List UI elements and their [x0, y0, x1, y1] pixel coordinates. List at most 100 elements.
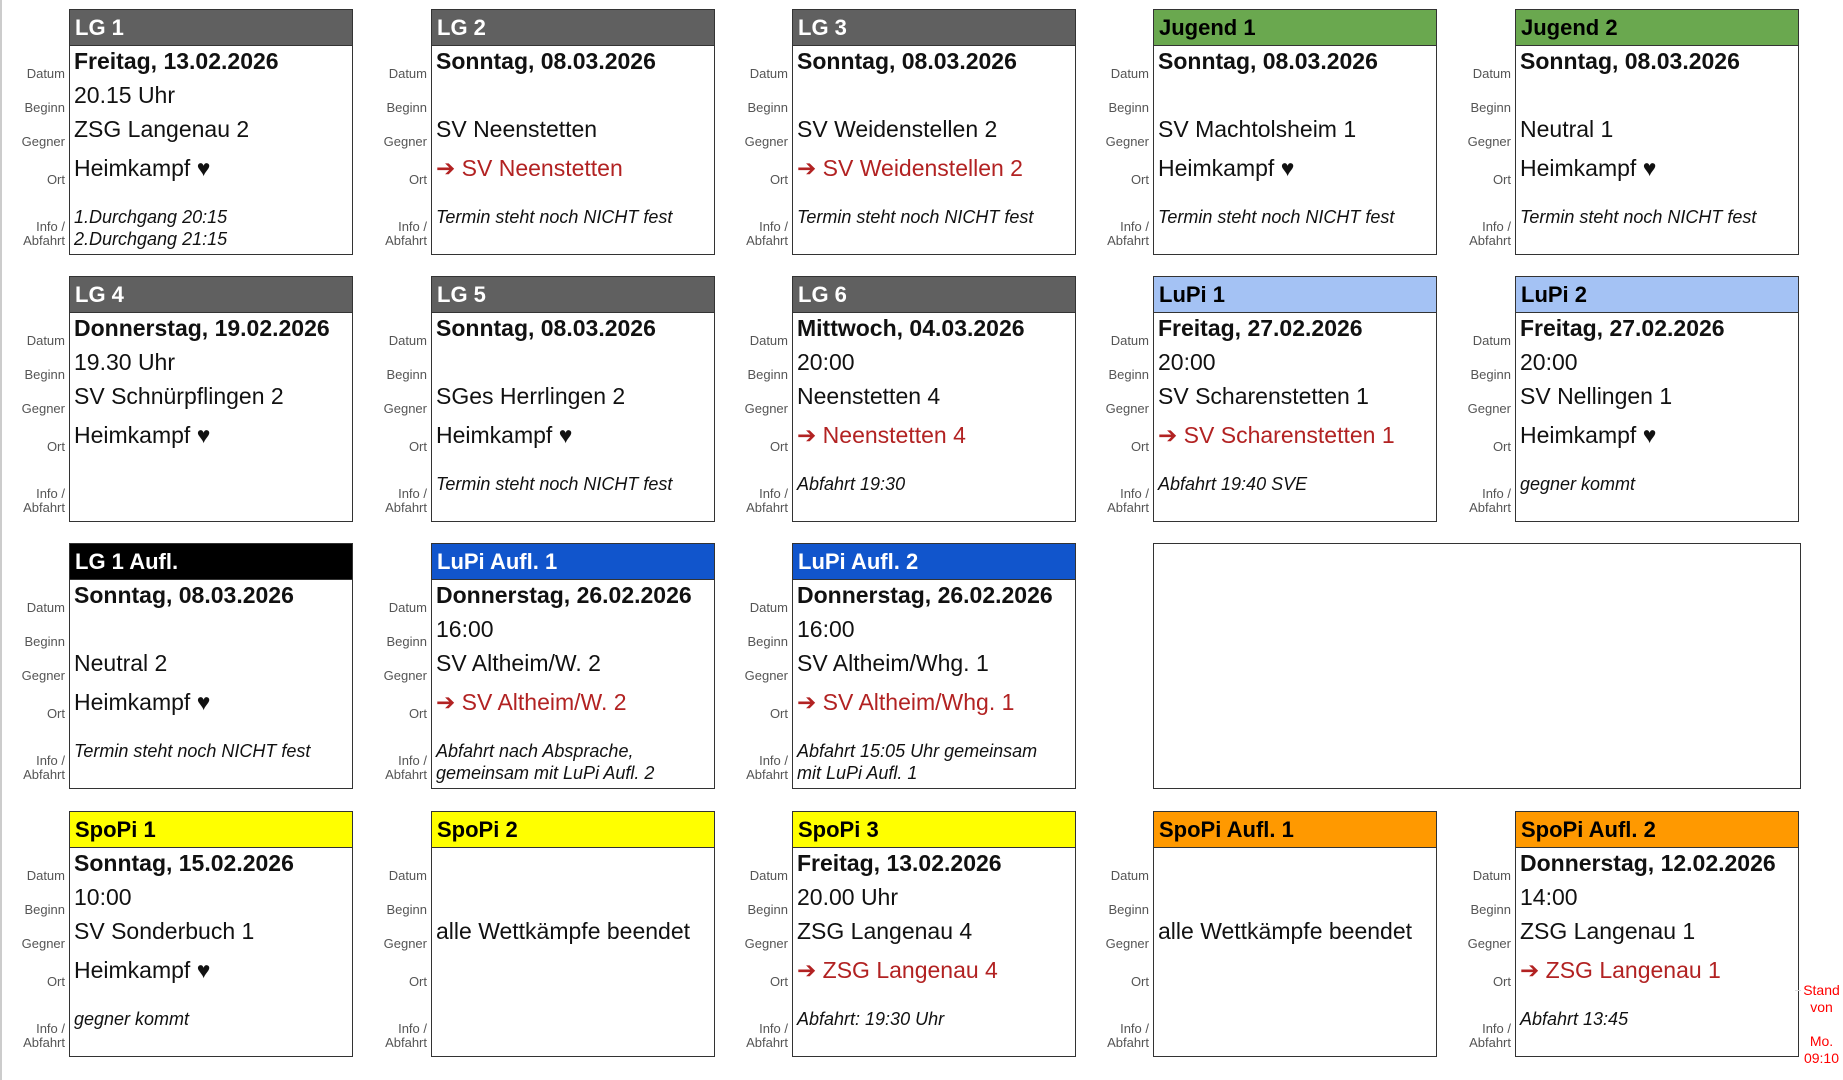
start-time-value: 16:00: [797, 616, 855, 642]
label-gegner: Gegner: [21, 134, 65, 149]
label-beginn: Beginn: [747, 100, 788, 115]
label-gegner: Gegner: [383, 401, 427, 416]
label-datum: Datum: [749, 66, 788, 81]
label-abfahrt-text: Abfahrt: [1469, 1035, 1511, 1050]
label-ort: Ort: [46, 439, 65, 454]
date-value: Mittwoch, 04.03.2026: [797, 315, 1025, 341]
label-info-text: Info /: [1120, 1021, 1149, 1036]
label-beginn: Beginn: [24, 634, 65, 649]
label-info-text: Info /: [398, 753, 427, 768]
team-title: SpoPi 2: [432, 812, 714, 848]
team-title: SpoPi 1: [70, 812, 352, 848]
opponent-value: ZSG Langenau 2: [74, 116, 250, 142]
team-title: LG 4: [70, 277, 352, 313]
team-title: LuPi 2: [1516, 277, 1798, 313]
team-card: LG 5 Sonntag, 08.03.2026 SGes Herrlingen 2…: [431, 276, 715, 522]
label-gegner: Gegner: [1105, 134, 1149, 149]
location-value: ➔ ZSG Langenau 4: [797, 957, 998, 983]
location-value: ➔ SV Altheim/W. 2: [436, 689, 627, 715]
date-value: Sonntag, 08.03.2026: [797, 48, 1017, 74]
start-time-value: 20.00 Uhr: [797, 884, 899, 910]
label-datum: Datum: [388, 600, 427, 615]
label-beginn: Beginn: [747, 367, 788, 382]
stand-von: von: [1810, 999, 1833, 1015]
team-card: LG 1 Aufl. Sonntag, 08.03.2026 Neutral 2 He…: [69, 543, 353, 789]
label-ort: Ort: [408, 974, 427, 989]
label-datum: Datum: [749, 600, 788, 615]
location-value: ➔ Neenstetten 4: [797, 422, 966, 448]
opponent-value: SV Neenstetten: [436, 116, 598, 142]
empty-card: [1153, 543, 1801, 789]
label-gegner: Gegner: [1467, 134, 1511, 149]
label-info: Info / Abfahrt: [365, 487, 427, 515]
location-value: Heimkampf ♥: [1158, 155, 1295, 181]
label-ort: Ort: [1130, 974, 1149, 989]
date-value: Sonntag, 08.03.2026: [74, 582, 294, 608]
location-value: Heimkampf ♥: [74, 689, 211, 715]
date-value: Donnerstag, 19.02.2026: [74, 315, 330, 341]
label-info-text: Info /: [1482, 1021, 1511, 1036]
info-value: Abfahrt 19:30: [797, 474, 906, 494]
label-ort: Ort: [408, 706, 427, 721]
label-gegner: Gegner: [1105, 936, 1149, 951]
label-datum: Datum: [1110, 868, 1149, 883]
team-card: SpoPi 2 alle Wettkämpfe beendet: [431, 811, 715, 1057]
stand-day: Mo.: [1809, 1033, 1834, 1049]
stand-label: Stand: [1803, 982, 1840, 998]
label-info-text: Info /: [398, 219, 427, 234]
label-abfahrt-text: Abfahrt: [23, 1035, 65, 1050]
label-abfahrt-text: Abfahrt: [385, 500, 427, 515]
label-ort: Ort: [1492, 439, 1511, 454]
label-info: Info / Abfahrt: [726, 1022, 788, 1050]
date-value: Sonntag, 08.03.2026: [1158, 48, 1378, 74]
opponent-value: SV Nellingen 1: [1520, 383, 1673, 409]
label-gegner: Gegner: [744, 134, 788, 149]
location-value: Heimkampf ♥: [74, 957, 211, 983]
team-card: LuPi Aufl. 2 Donnerstag, 26.02.2026 16:00 S…: [792, 543, 1076, 789]
opponent-value: alle Wettkämpfe beendet: [1158, 918, 1413, 944]
info-value: Abfahrt: 19:30 Uhr: [797, 1009, 945, 1029]
label-datum: Datum: [1472, 868, 1511, 883]
label-ort: Ort: [408, 172, 427, 187]
label-info: Info / Abfahrt: [726, 220, 788, 248]
label-abfahrt-text: Abfahrt: [385, 767, 427, 782]
label-ort: Ort: [769, 172, 788, 187]
label-ort: Ort: [769, 974, 788, 989]
info-value: Termin steht noch NICHT fest: [1158, 207, 1395, 227]
opponent-value: SV Machtolsheim 1: [1158, 116, 1357, 142]
team-card: LG 3 Sonntag, 08.03.2026 SV Weidenstellen …: [792, 9, 1076, 255]
label-info-text: Info /: [759, 486, 788, 501]
label-ort: Ort: [1492, 974, 1511, 989]
label-abfahrt-text: Abfahrt: [746, 500, 788, 515]
team-title: SpoPi 3: [793, 812, 1075, 848]
label-beginn: Beginn: [1108, 367, 1149, 382]
label-info-text: Info /: [1120, 486, 1149, 501]
label-gegner: Gegner: [21, 668, 65, 683]
opponent-value: Neutral 1: [1520, 116, 1614, 142]
team-card: SpoPi Aufl. 2 Donnerstag, 12.02.2026 14:00…: [1515, 811, 1799, 1057]
location-value: ➔ SV Weidenstellen 2: [797, 155, 1023, 181]
label-datum: Datum: [26, 333, 65, 348]
label-info: Info / Abfahrt: [365, 1022, 427, 1050]
label-beginn: Beginn: [1470, 902, 1511, 917]
date-value: Freitag, 13.02.2026: [797, 850, 1002, 876]
team-card: LG 4 Donnerstag, 19.02.2026 19.30 Uhr SV Sc…: [69, 276, 353, 522]
label-gegner: Gegner: [21, 936, 65, 951]
label-datum: Datum: [26, 66, 65, 81]
label-info-text: Info /: [36, 1021, 65, 1036]
info-value: Termin steht noch NICHT fest: [74, 741, 311, 761]
stand-time: 09:10: [1803, 1050, 1840, 1066]
location-value: Heimkampf ♥: [1520, 155, 1657, 181]
label-datum: Datum: [1110, 333, 1149, 348]
team-card: SpoPi Aufl. 1 alle Wettkämpfe beendet: [1153, 811, 1437, 1057]
opponent-value: alle Wettkämpfe beendet: [436, 918, 691, 944]
label-beginn: Beginn: [386, 902, 427, 917]
label-info-text: Info /: [36, 753, 65, 768]
team-title: LuPi Aufl. 1: [432, 544, 714, 580]
label-info-text: Info /: [759, 753, 788, 768]
info-value: Termin steht noch NICHT fest: [436, 474, 673, 494]
info-value: Termin steht noch NICHT fest: [1520, 207, 1757, 227]
label-gegner: Gegner: [383, 134, 427, 149]
label-info: Info / Abfahrt: [365, 754, 427, 782]
label-abfahrt-text: Abfahrt: [746, 767, 788, 782]
